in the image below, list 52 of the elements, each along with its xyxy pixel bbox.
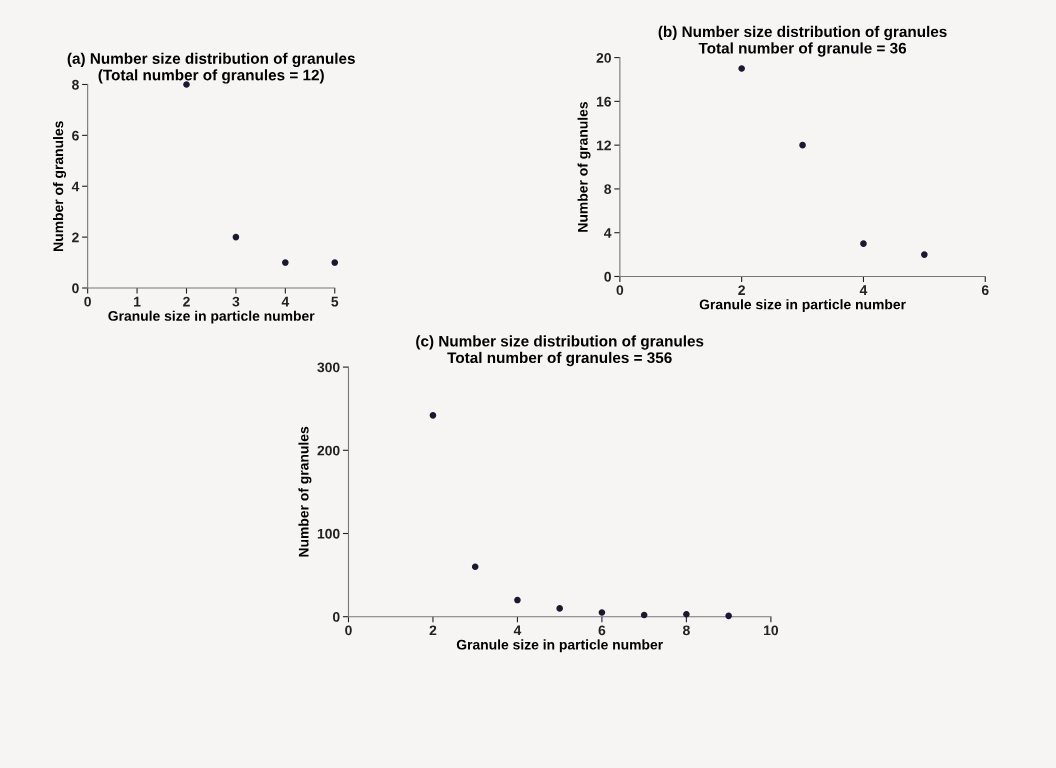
x-axis-title: Granule size in particle number [699,299,906,313]
y-tick-label: 4 [604,228,612,238]
y-tick-label: 8 [604,184,612,195]
x-tick-label: 0 [616,285,624,296]
y-tick-label: 0 [604,271,611,282]
x-tick-label: 4 [281,296,290,307]
point [556,605,563,612]
x-tick-label: 0 [345,625,352,636]
point [282,259,289,266]
point [331,259,339,266]
chart-title: (c) Number size distribution of granules Total number of granules = 356 [416,335,704,367]
y-tick-label: 200 [317,445,340,456]
x-tick-label: 4 [859,285,868,295]
x-tick-label: 5 [331,296,339,307]
x-tick-label: 0 [84,296,91,307]
y-tick-label: 16 [596,96,612,107]
x-tick-label: 3 [232,296,240,307]
point [725,612,732,620]
x-tick-label: 2 [429,625,437,636]
point [232,233,240,241]
x-tick-label: 4 [513,625,522,636]
y-tick-label: 2 [72,232,79,243]
y-axis-title: Number of granules [298,426,312,557]
y-tick-label: 20 [596,52,611,63]
y-tick-label: 100 [317,528,340,539]
point [598,609,606,616]
point [738,65,745,72]
point [799,141,806,149]
y-axis-title: Number of granules [577,102,591,232]
x-axis-title: Granule size in particle number [456,639,663,653]
x-tick-label: 2 [738,285,745,295]
y-tick-label: 6 [72,130,79,141]
point [183,81,190,88]
point [429,412,437,419]
point [921,251,928,258]
y-axis-title: Number of granules [53,121,67,251]
x-tick-label: 6 [981,285,989,296]
x-tick-label: 1 [134,296,141,307]
chart-title: (b) Number size distribution of granules Total number of granule = 36 [658,25,947,57]
point [683,610,690,618]
point [471,563,479,571]
point [514,596,521,604]
x-tick-label: 10 [764,625,779,636]
x-axis-title: Granule size in particle number [108,310,315,324]
x-tick-label: 2 [183,296,190,307]
y-tick-label: 12 [596,140,611,151]
y-tick-label: 0 [332,612,340,622]
y-tick-label: 4 [71,181,80,192]
x-tick-label: 8 [682,625,690,636]
y-tick-label: 300 [317,362,340,373]
point [860,240,867,247]
point [640,611,648,619]
